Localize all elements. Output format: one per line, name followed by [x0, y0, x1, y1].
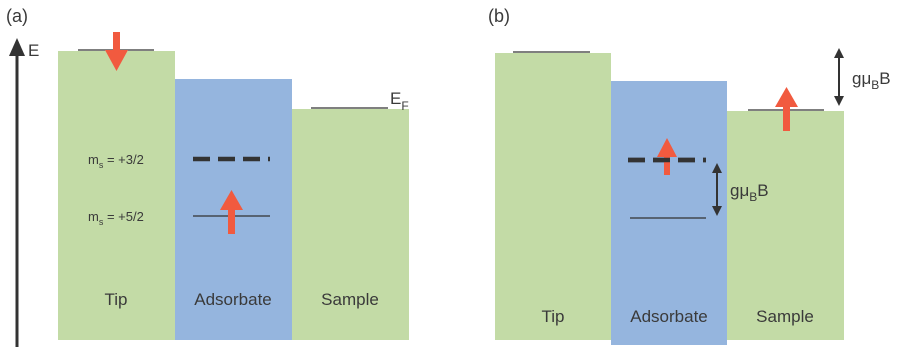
adsorbate-label-b: Adsorbate — [630, 307, 708, 326]
tip-block-a — [58, 51, 175, 340]
tip-label-a: Tip — [105, 290, 128, 309]
panel-a-label: (a) — [6, 6, 28, 26]
energy-axis — [9, 38, 25, 347]
tip-block-b — [495, 53, 611, 340]
zeeman-label-sample: gμBB — [852, 69, 891, 92]
sample-block-b — [727, 111, 844, 340]
tip-label-b: Tip — [542, 307, 565, 326]
sample-spin-up-arrow — [775, 87, 798, 131]
panel-b-label: (b) — [488, 6, 510, 26]
zeeman-label-adsorbate: gμBB — [730, 181, 769, 204]
tip-spin-down-arrow — [105, 32, 128, 71]
ms-3-2-label: ms = +3/2 — [88, 152, 144, 170]
adsorbate-spin-up-arrow-b — [657, 138, 677, 175]
adsorbate-spin-up-arrow-a — [220, 190, 243, 234]
ms-5-2-label: ms = +5/2 — [88, 209, 144, 227]
adsorbate-block-b — [611, 81, 727, 345]
adsorbate-label-a: Adsorbate — [194, 290, 272, 309]
sample-block-a — [292, 109, 409, 340]
fermi-level-label: EF — [390, 89, 409, 113]
sample-label-b: Sample — [756, 307, 814, 326]
sample-label-a: Sample — [321, 290, 379, 309]
energy-axis-label: E — [28, 41, 39, 60]
